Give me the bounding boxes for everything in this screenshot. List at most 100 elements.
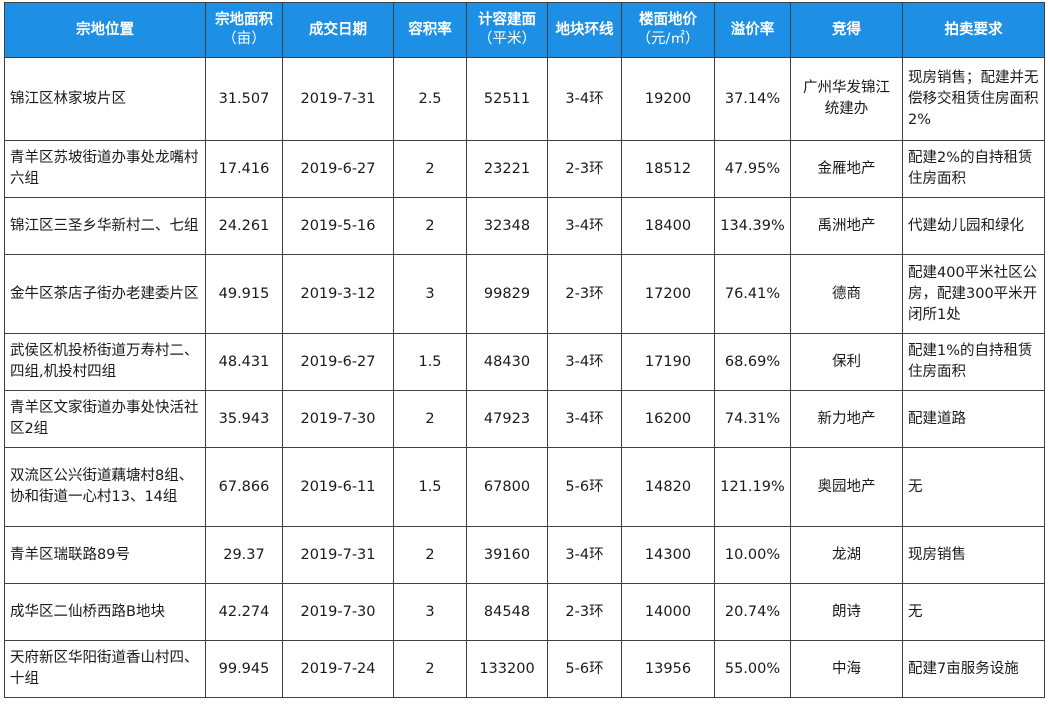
- header-ring: 地块环线: [547, 2, 622, 58]
- header-premium: 溢价率: [714, 2, 791, 58]
- cell-winner: 德商: [790, 254, 903, 334]
- cell-floor-area: 133200: [466, 640, 548, 698]
- table-row: 武侯区机投桥街道万寿村二、四组,机投村四组 48.431 2019-6-27 1…: [4, 333, 1045, 391]
- cell-requirement: 现房销售: [902, 526, 1045, 584]
- cell-area: 67.866: [205, 447, 283, 527]
- land-auction-table: 宗地位置 宗地面积 （亩） 成交日期 容积率 计容建面 （平米） 地块环线 楼面地价…: [4, 2, 1045, 698]
- table-row: 青羊区苏坡街道办事处龙嘴村六组 17.416 2019-6-27 2 23221…: [4, 140, 1045, 198]
- table-row: 金牛区茶店子街办老建委片区 49.915 2019-3-12 3 99829 2…: [4, 254, 1045, 334]
- cell-location: 青羊区文家街道办事处快活社区2组: [4, 390, 206, 448]
- table-row: 锦江区三圣乡华新村二、七组 24.261 2019-5-16 2 32348 3…: [4, 197, 1045, 255]
- cell-floor-area: 32348: [466, 197, 548, 255]
- cell-location: 金牛区茶店子街办老建委片区: [4, 254, 206, 334]
- cell-winner: 奥园地产: [790, 447, 903, 527]
- cell-area: 29.37: [205, 526, 283, 584]
- header-location: 宗地位置: [4, 2, 206, 58]
- cell-ring: 2-3环: [547, 254, 622, 334]
- cell-floor-price: 17200: [621, 254, 715, 334]
- cell-location: 双流区公兴街道藕塘村8组、协和街道一心村13、14组: [4, 447, 206, 527]
- cell-winner: 禹洲地产: [790, 197, 903, 255]
- cell-date: 2019-3-12: [282, 254, 394, 334]
- cell-location: 武侯区机投桥街道万寿村二、四组,机投村四组: [4, 333, 206, 391]
- cell-plot-ratio: 2: [393, 640, 467, 698]
- header-date: 成交日期: [282, 2, 394, 58]
- cell-date: 2019-7-30: [282, 583, 394, 641]
- cell-plot-ratio: 2: [393, 390, 467, 448]
- cell-winner: 朗诗: [790, 583, 903, 641]
- cell-area: 17.416: [205, 140, 283, 198]
- cell-plot-ratio: 2: [393, 526, 467, 584]
- cell-location: 成华区二仙桥西路B地块: [4, 583, 206, 641]
- table-row: 天府新区华阳街道香山村四、十组 99.945 2019-7-24 2 13320…: [4, 640, 1045, 698]
- cell-winner: 保利: [790, 333, 903, 391]
- table-row: 成华区二仙桥西路B地块 42.274 2019-7-30 3 84548 2-3…: [4, 583, 1045, 641]
- cell-premium: 76.41%: [714, 254, 791, 334]
- cell-premium: 55.00%: [714, 640, 791, 698]
- cell-date: 2019-7-31: [282, 526, 394, 584]
- cell-winner: 广州华发锦江统建办: [790, 57, 903, 141]
- cell-plot-ratio: 1.5: [393, 447, 467, 527]
- header-floor-area-label: 计容建面: [478, 12, 536, 28]
- cell-requirement: 无: [902, 447, 1045, 527]
- cell-area: 99.945: [205, 640, 283, 698]
- header-area: 宗地面积 （亩）: [205, 2, 283, 58]
- cell-requirement: 无: [902, 583, 1045, 641]
- cell-premium: 20.74%: [714, 583, 791, 641]
- cell-date: 2019-6-27: [282, 333, 394, 391]
- cell-floor-price: 14000: [621, 583, 715, 641]
- cell-requirement: 配建2%的自持租赁住房面积: [902, 140, 1045, 198]
- cell-floor-area: 47923: [466, 390, 548, 448]
- cell-date: 2019-6-27: [282, 140, 394, 198]
- cell-premium: 121.19%: [714, 447, 791, 527]
- cell-plot-ratio: 1.5: [393, 333, 467, 391]
- cell-area: 35.943: [205, 390, 283, 448]
- cell-winner: 中海: [790, 640, 903, 698]
- cell-premium: 10.00%: [714, 526, 791, 584]
- header-plot-ratio: 容积率: [393, 2, 467, 58]
- cell-area: 42.274: [205, 583, 283, 641]
- cell-premium: 74.31%: [714, 390, 791, 448]
- header-area-label: 宗地面积: [215, 12, 273, 28]
- cell-location: 天府新区华阳街道香山村四、十组: [4, 640, 206, 698]
- cell-floor-price: 14820: [621, 447, 715, 527]
- cell-date: 2019-7-24: [282, 640, 394, 698]
- cell-premium: 134.39%: [714, 197, 791, 255]
- cell-ring: 3-4环: [547, 526, 622, 584]
- header-floor-area-unit: （平米）: [478, 31, 536, 47]
- header-requirement: 拍卖要求: [902, 2, 1045, 58]
- cell-ring: 3-4环: [547, 57, 622, 141]
- cell-winner: 金雁地产: [790, 140, 903, 198]
- cell-floor-area: 99829: [466, 254, 548, 334]
- cell-floor-price: 18400: [621, 197, 715, 255]
- table-row: 锦江区林家坡片区 31.507 2019-7-31 2.5 52511 3-4环…: [4, 57, 1045, 141]
- cell-plot-ratio: 2: [393, 140, 467, 198]
- header-floor-price-unit: （元/㎡）: [636, 31, 700, 47]
- cell-ring: 2-3环: [547, 140, 622, 198]
- cell-location: 锦江区三圣乡华新村二、七组: [4, 197, 206, 255]
- table-row: 青羊区文家街道办事处快活社区2组 35.943 2019-7-30 2 4792…: [4, 390, 1045, 448]
- cell-requirement: 现房销售；配建并无偿移交租赁住房面积2%: [902, 57, 1045, 141]
- cell-date: 2019-7-31: [282, 57, 394, 141]
- header-row: 宗地位置 宗地面积 （亩） 成交日期 容积率 计容建面 （平米） 地块环线 楼面地价…: [4, 2, 1045, 58]
- cell-requirement: 配建道路: [902, 390, 1045, 448]
- cell-requirement: 配建1%的自持租赁住房面积: [902, 333, 1045, 391]
- cell-winner: 新力地产: [790, 390, 903, 448]
- header-area-unit: （亩）: [222, 31, 266, 47]
- cell-plot-ratio: 2.5: [393, 57, 467, 141]
- cell-floor-area: 52511: [466, 57, 548, 141]
- cell-floor-area: 67800: [466, 447, 548, 527]
- cell-winner: 龙湖: [790, 526, 903, 584]
- cell-floor-area: 84548: [466, 583, 548, 641]
- cell-floor-area: 48430: [466, 333, 548, 391]
- cell-ring: 3-4环: [547, 333, 622, 391]
- cell-floor-area: 23221: [466, 140, 548, 198]
- header-winner: 竞得: [790, 2, 903, 58]
- cell-premium: 68.69%: [714, 333, 791, 391]
- table-row: 青羊区瑞联路89号 29.37 2019-7-31 2 39160 3-4环 1…: [4, 526, 1045, 584]
- cell-requirement: 代建幼儿园和绿化: [902, 197, 1045, 255]
- cell-area: 31.507: [205, 57, 283, 141]
- cell-location: 青羊区苏坡街道办事处龙嘴村六组: [4, 140, 206, 198]
- cell-date: 2019-5-16: [282, 197, 394, 255]
- cell-plot-ratio: 2: [393, 197, 467, 255]
- cell-premium: 47.95%: [714, 140, 791, 198]
